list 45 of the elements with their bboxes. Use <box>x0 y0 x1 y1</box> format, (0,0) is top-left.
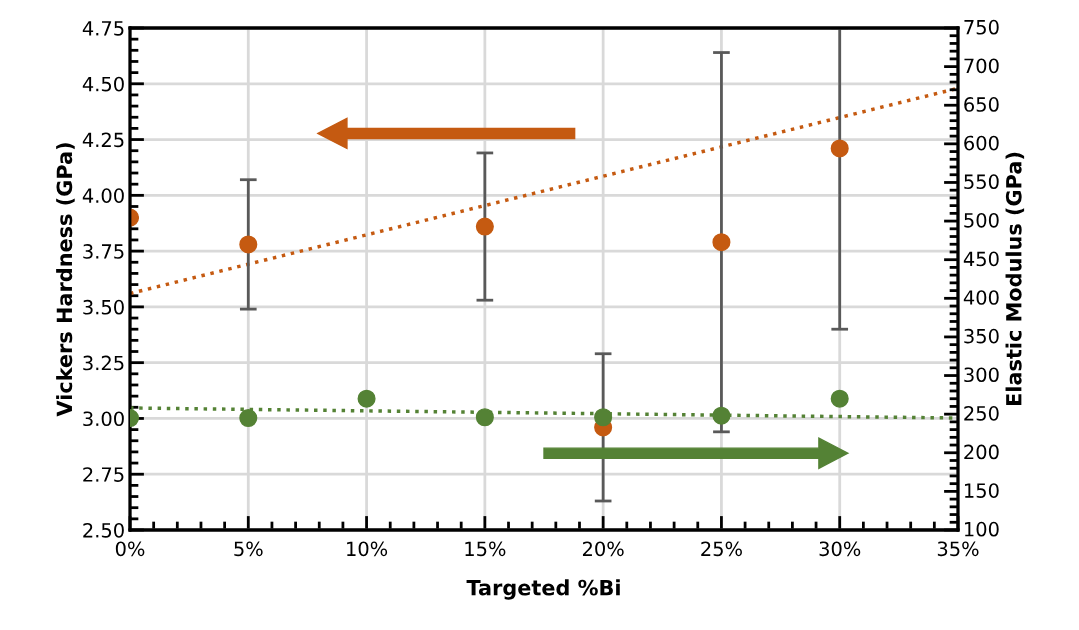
y2-tick-label: 550 <box>964 174 999 190</box>
point <box>712 233 731 252</box>
point <box>239 235 258 254</box>
y2-tick-label: 650 <box>964 97 999 112</box>
y2-tick-label: 350 <box>964 328 999 344</box>
y2-axis-title: Elastic Modulus (GPa) <box>1005 152 1025 406</box>
point <box>475 217 494 236</box>
point <box>594 408 613 427</box>
y2-tick-label: 750 <box>964 19 999 35</box>
y-tick-label: 2.75 <box>83 467 124 482</box>
point <box>357 389 376 408</box>
x-tick-label: 20% <box>582 541 624 557</box>
x-tick-label: 30% <box>819 541 861 557</box>
y2-tick-label: 300 <box>964 367 999 383</box>
y-tick-label: 4.25 <box>82 132 124 148</box>
y2-tick-label: 600 <box>964 135 999 151</box>
point <box>830 389 849 408</box>
y2-tick-label: 100 <box>965 521 999 537</box>
y-tick-label: 3.75 <box>83 244 124 259</box>
point <box>239 408 258 428</box>
y2-tick-label: 450 <box>963 251 999 267</box>
y-tick-label: 3.50 <box>83 299 124 315</box>
point <box>712 406 731 425</box>
y2-tick-label: 200 <box>964 444 999 460</box>
x-tick-label: 35% <box>937 541 979 557</box>
y-tick-label: 2.50 <box>83 522 124 538</box>
x-tick-label: 5% <box>234 541 263 557</box>
y-tick-label: 4.00 <box>82 188 124 203</box>
x-axis-title: Targeted %Bi <box>466 579 620 600</box>
y-axis-title: Vickers Hardness (GPa) <box>56 143 75 417</box>
y-tick-label: 4.75 <box>82 21 124 36</box>
x-tick-label: 10% <box>347 541 388 557</box>
x-tick-label: 15% <box>465 541 506 557</box>
point <box>830 139 849 158</box>
y2-tick-label: 700 <box>964 58 999 74</box>
y2-tick-label: 400 <box>963 290 999 305</box>
x-tick-label: 0% <box>115 541 145 557</box>
y-tick-label: 3.25 <box>83 355 124 371</box>
y-tick-label: 4.50 <box>82 76 124 92</box>
x-tick-label: 25% <box>701 541 742 557</box>
y2-tick-label: 500 <box>964 212 999 228</box>
y-tick-label: 3.00 <box>83 411 124 427</box>
y2-tick-label: 250 <box>964 406 999 421</box>
point <box>475 408 494 427</box>
y2-tick-label: 150 <box>965 483 999 498</box>
